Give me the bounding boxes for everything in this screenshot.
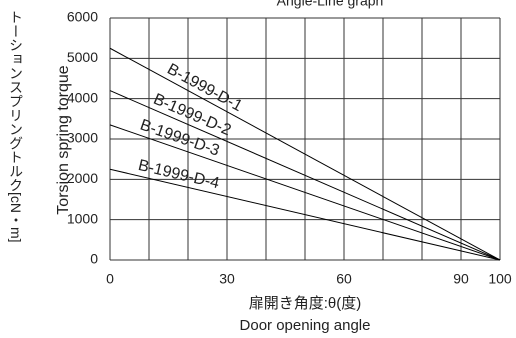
y-tick-label: 4000 [67,89,98,105]
x-axis-label: 扉開き角度:θ(度) [249,295,362,312]
y-tick-label: 6000 [67,9,98,25]
y-axis-label: Torsion spring torque [55,65,72,215]
y-tick-label: 1000 [67,210,98,226]
series-line [109,90,501,261]
x-tick-label: 90 [453,271,469,287]
x-tick-label: 100 [488,271,512,287]
series-line [109,124,501,261]
chart-title: Angle-Line graph [277,0,384,9]
x-tick-label: 30 [219,271,235,287]
series-line [109,168,501,261]
y-axis-label-ja: トーションスプリングトルク[cN・m] [8,10,24,243]
x-tick-label: 0 [106,271,114,287]
x-axis-label-en: Door opening angle [240,317,371,334]
x-tick-label: 60 [336,271,352,287]
y-tick-label: 3000 [67,130,98,146]
y-tick-label: 0 [90,251,98,267]
y-tick-label: 5000 [67,49,98,65]
series-line [109,47,501,261]
y-tick-label: 2000 [67,170,98,186]
